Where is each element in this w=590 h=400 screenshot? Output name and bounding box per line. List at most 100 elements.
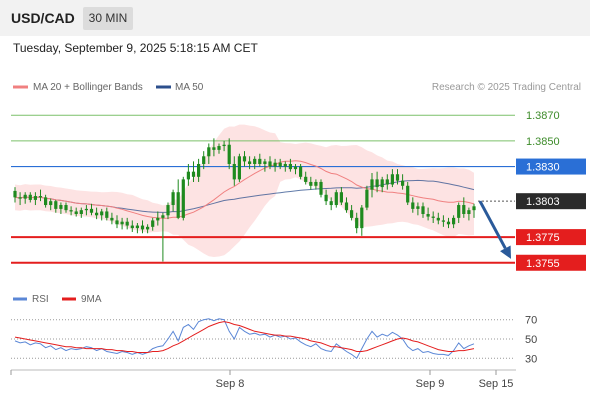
header-bar: USD/CAD 30 MIN (0, 0, 590, 36)
candle-body (273, 162, 277, 167)
candle-body (446, 221, 451, 225)
candle-body (344, 202, 349, 211)
current-price-label: 1.3803 (526, 196, 560, 208)
candle (319, 179, 323, 198)
candle-body (212, 147, 216, 150)
candle-body (334, 192, 338, 206)
candle (431, 211, 435, 223)
candle-body (242, 156, 247, 162)
candle-body (237, 156, 241, 180)
candle (197, 158, 201, 182)
candle (110, 212, 114, 225)
candle (411, 197, 415, 213)
candle-body (309, 181, 313, 186)
candle (84, 205, 88, 216)
candle (217, 143, 221, 154)
candle-body (186, 171, 190, 180)
candle-body (441, 220, 445, 222)
price-plot: 1.3870 1.3850 1.3830 1.3775 1.3755 1.3803 (11, 110, 586, 271)
level-label-3: 1.3775 (526, 232, 560, 244)
x-tick-label: Sep 8 (216, 378, 245, 390)
candle-body (375, 179, 379, 188)
candle (263, 158, 267, 172)
candle (350, 205, 354, 221)
candle (309, 176, 313, 190)
candle (69, 206, 73, 216)
candle (135, 222, 139, 234)
candle (212, 138, 216, 157)
candle-body (232, 163, 236, 180)
candle (416, 202, 420, 216)
candle (33, 192, 37, 206)
candle-body (436, 217, 440, 221)
candle (207, 143, 211, 164)
candle-body (64, 205, 68, 211)
level-label-1: 1.3850 (526, 136, 560, 148)
candle (370, 172, 374, 198)
candle-body (115, 220, 119, 225)
candle (421, 202, 425, 218)
candle (105, 207, 109, 221)
candle (268, 156, 272, 170)
candle (161, 212, 165, 262)
candle (436, 212, 440, 225)
candle-body (258, 158, 262, 164)
current-price-tag (516, 193, 586, 210)
bollinger-band (15, 124, 474, 257)
x-axis-ticks: Sep 8 Sep 9 Sep 15 (10, 370, 513, 390)
candle (89, 203, 94, 216)
candle-body (467, 210, 471, 215)
candle (64, 202, 68, 213)
candle-body (329, 201, 333, 206)
candle (248, 156, 252, 170)
candle (457, 202, 461, 223)
rsi-tick-label: 30 (525, 353, 537, 365)
candle-body (314, 181, 318, 186)
candle (462, 197, 466, 218)
timestamp: Tuesday, September 9, 2025 5:18:15 AM CE… (13, 41, 258, 55)
candle (242, 151, 247, 167)
candle-body (472, 206, 476, 211)
candle (59, 202, 63, 215)
candle (288, 158, 292, 172)
candle-body (370, 179, 374, 190)
candle (390, 169, 394, 188)
candle-body (166, 205, 170, 216)
candle-body (248, 161, 252, 164)
candle-body (171, 192, 175, 206)
copyright-label: Research © 2025 Trading Central (432, 82, 581, 93)
level-label-2: 1.3830 (526, 162, 560, 174)
candle-body (339, 192, 343, 203)
candle (324, 189, 328, 206)
candle-body (380, 179, 384, 188)
candle-body (452, 217, 456, 225)
timeframe-button[interactable]: 30 MIN (83, 7, 133, 30)
candle-body (299, 166, 303, 177)
candle-body (100, 211, 104, 216)
rsi-ma-legend-label: 9MA (81, 294, 102, 305)
candle-body (197, 163, 201, 177)
candle-body (462, 205, 466, 215)
candle (202, 151, 206, 170)
rsi-plot: 70 50 30 (11, 315, 537, 365)
level-label-0: 1.3870 (526, 110, 560, 122)
candle-body (156, 217, 160, 221)
candle (467, 207, 471, 221)
candle-body (191, 171, 196, 177)
candle-body (69, 210, 73, 212)
candle (334, 189, 338, 208)
candle-body (283, 163, 287, 167)
candle-body (395, 174, 400, 181)
candle (13, 187, 17, 203)
candle-body (360, 207, 364, 229)
candle (406, 181, 410, 206)
candle-body (411, 202, 415, 209)
rsi-ma-line (14, 321, 475, 353)
candle (38, 189, 43, 202)
candle (385, 174, 389, 190)
candle (28, 192, 32, 203)
level-label-4: 1.3755 (526, 258, 560, 270)
candle (360, 205, 364, 236)
candle (401, 174, 405, 190)
